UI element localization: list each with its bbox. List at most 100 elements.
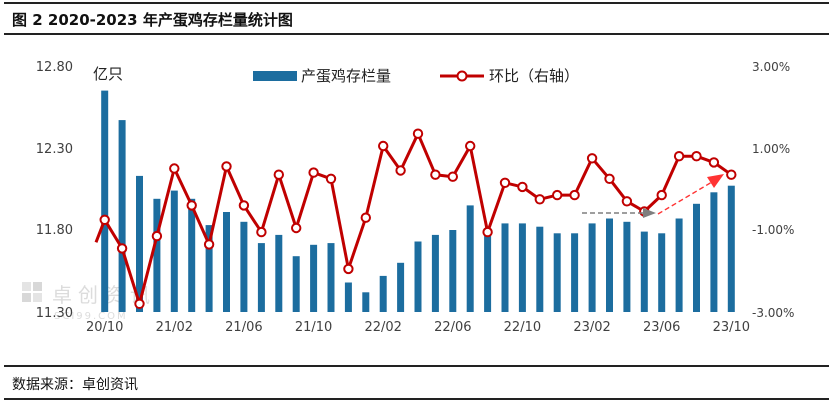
mom-point-22-12	[552, 189, 563, 201]
bar-23-05	[640, 231, 648, 312]
left-axis-unit: 亿只	[93, 65, 123, 83]
mom-point-20-12	[134, 298, 145, 309]
mom-point-23-02	[586, 153, 598, 164]
bar-21-06	[240, 221, 248, 312]
watermark-sub: SCI99.COM	[54, 311, 128, 322]
mom-point-21-06	[238, 200, 250, 211]
mom-point-22-07	[465, 140, 476, 152]
bar-21-04	[205, 225, 213, 312]
gray-arrow-head	[643, 208, 656, 218]
mom-point-22-04	[412, 128, 424, 139]
legend-bar-swatch	[253, 71, 297, 81]
bottom-border	[4, 398, 829, 400]
left-axis-tick: 12.30	[36, 142, 73, 157]
x-tick-label: 22/10	[504, 320, 541, 335]
watermark-logo-4	[33, 293, 42, 302]
mom-point-21-05	[221, 161, 232, 172]
bar-23-09	[710, 192, 718, 312]
x-tick-label: 21/06	[225, 320, 262, 335]
bar-22-12	[553, 233, 561, 312]
bar-23-06	[658, 233, 666, 312]
mom-point-23-01	[569, 189, 580, 201]
mom-point-21-07	[256, 226, 267, 238]
bar-21-02	[170, 190, 178, 312]
mom-point-22-03	[395, 165, 406, 176]
bar-23-04	[623, 221, 631, 312]
watermark-logo-1	[22, 282, 31, 291]
mom-point-21-09	[291, 222, 302, 234]
bar-23-10	[727, 185, 735, 312]
bar-22-01	[362, 292, 370, 312]
mom-point-23-03	[604, 173, 615, 185]
right-axis-tick: -3.00%	[752, 306, 794, 320]
mom-point-22-09	[499, 177, 511, 189]
bar-22-02	[379, 275, 387, 312]
mom-point-21-01	[151, 230, 163, 242]
mom-point-20-10	[99, 214, 110, 226]
x-tick-label: 23/02	[573, 320, 610, 335]
x-tick-label: 23/06	[643, 320, 680, 335]
bar-22-11	[536, 226, 544, 312]
right-axis: 3.00% 1.00% -1.00% -3.00%	[752, 60, 794, 320]
bar-21-09	[292, 256, 300, 312]
mom-point-22-06	[447, 171, 458, 182]
chart-svg: 卓创资讯 SCI99.COM 20/1021/0221/0621/1022/02…	[22, 60, 794, 335]
mom-point-21-04	[203, 239, 215, 250]
left-axis-tick: 11.30	[36, 306, 73, 321]
x-tick-labels: 20/10 21/02 21/06 21/10 22/02 22/06 22/10 23/02…	[86, 320, 750, 335]
bar-20-12	[136, 175, 143, 312]
right-axis-tick: -1.00%	[752, 223, 794, 237]
bar-22-07	[466, 205, 474, 312]
mom-point-21-02	[169, 163, 180, 174]
x-tick-label: 21/10	[295, 320, 332, 335]
bar-22-06	[449, 230, 457, 312]
mom-point-20-11	[116, 243, 128, 254]
bar-22-08	[484, 233, 492, 312]
bar-22-05	[431, 234, 439, 312]
left-axis: 12.80 12.30 11.80 11.30 亿只	[36, 60, 123, 321]
bar-22-10	[518, 223, 526, 312]
bar-20-11	[118, 120, 126, 312]
bar-22-04	[414, 241, 422, 312]
mom-point-22-10	[517, 181, 528, 193]
mom-point-22-08	[482, 226, 493, 238]
mom-point-22-02	[378, 140, 389, 152]
mom-point-21-10	[308, 167, 319, 178]
bar-22-09	[501, 223, 509, 312]
mom-point-23-04	[621, 196, 633, 207]
legend-bar-label: 产蛋鸡存栏量	[301, 67, 391, 85]
x-tick-label: 20/10	[86, 320, 123, 335]
mom-point-22-11	[534, 194, 545, 205]
bar-21-03	[188, 198, 196, 312]
bar-21-07	[257, 243, 265, 312]
mom-point-23-08	[691, 151, 702, 162]
trend-arrows	[582, 174, 724, 218]
red-trend-arrow	[657, 181, 713, 215]
bar-22-03	[397, 262, 405, 312]
mom-point-21-08	[273, 169, 284, 180]
mom-point-21-12	[343, 263, 354, 275]
bar-21-05	[223, 212, 230, 312]
bar-21-11	[327, 243, 335, 312]
mom-point-23-06	[656, 189, 667, 201]
left-axis-tick: 11.80	[36, 223, 73, 238]
left-axis-tick: 12.80	[36, 60, 73, 75]
bar-23-02	[588, 223, 596, 312]
x-tick-label: 23/10	[713, 320, 750, 335]
title-divider	[4, 33, 829, 35]
bar-21-01	[153, 198, 161, 312]
bar-series	[101, 90, 735, 312]
bar-23-07	[675, 218, 683, 312]
mom-point-23-10	[726, 169, 737, 180]
legend-line-label: 环比（右轴）	[489, 67, 579, 85]
x-tick-label: 22/02	[364, 320, 401, 335]
bar-21-12	[344, 282, 352, 312]
top-border	[4, 2, 829, 4]
watermark-logo-2	[33, 282, 42, 291]
bar-20-10	[101, 90, 109, 312]
line-markers	[99, 128, 737, 309]
x-tick-label: 22/06	[434, 320, 471, 335]
x-tick-label: 21/02	[156, 320, 193, 335]
red-arrow-head	[707, 174, 724, 188]
